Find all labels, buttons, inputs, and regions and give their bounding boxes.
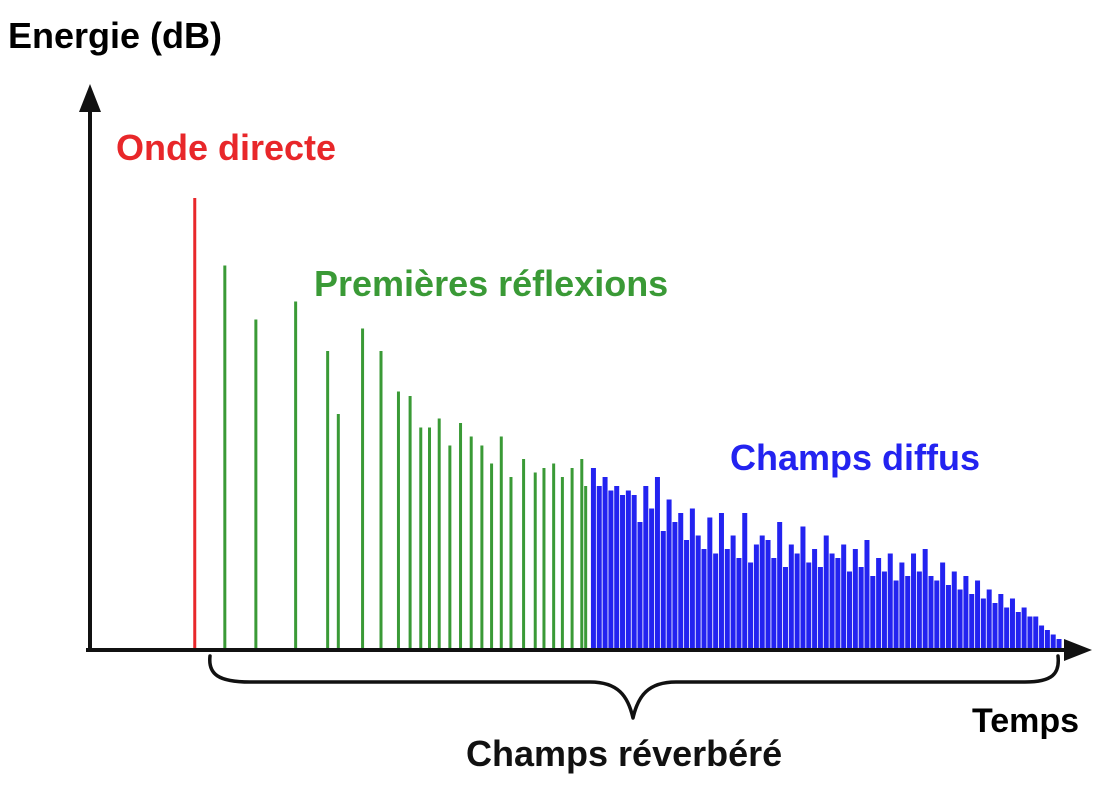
y-axis-label: Energie (dB): [8, 15, 223, 56]
impulse-bars: [193, 198, 1062, 648]
x-axis-arrowhead: [1064, 639, 1092, 661]
early-reflections-label: Premières réflexions: [314, 263, 669, 304]
diffuse-field-label: Champs diffus: [730, 437, 981, 478]
direct-wave-label: Onde directe: [116, 127, 337, 168]
x-axis-label: Temps: [972, 702, 1080, 740]
reverberant-field-label: Champs réverbéré: [466, 733, 783, 774]
axes: [79, 84, 1092, 661]
y-axis-arrowhead: [79, 84, 101, 112]
reverberant-field-brace: [208, 654, 1061, 720]
